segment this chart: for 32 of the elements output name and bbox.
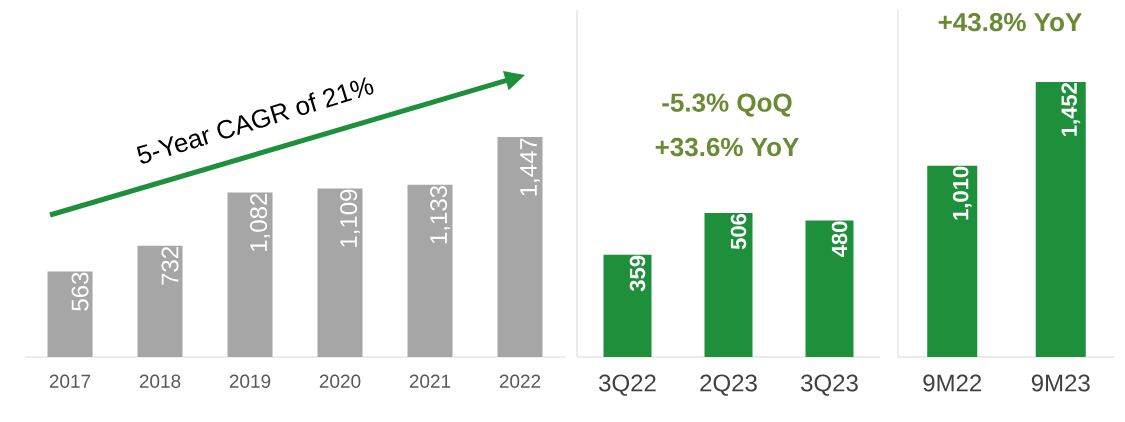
x-tick-label: 2019	[229, 374, 271, 388]
bar	[407, 184, 453, 357]
bar	[317, 188, 363, 357]
bar	[47, 271, 93, 357]
x-tick-label: 2018	[139, 374, 181, 388]
data-label: 506	[730, 213, 747, 250]
data-label: 1,452	[1061, 83, 1081, 136]
x-tick-label: 9M22	[923, 374, 982, 392]
data-label: 732	[161, 247, 179, 285]
x-tick-label: 3Q22	[599, 374, 656, 396]
x-tick-label: 2017	[49, 374, 91, 388]
x-tick-label: 9M23	[1031, 374, 1090, 392]
x-tick-label: 2021	[409, 374, 451, 388]
data-label: 1,133	[430, 185, 450, 244]
bar	[227, 192, 273, 357]
x-tick-label: 2Q23	[700, 374, 757, 396]
text: -5.3% QoQ	[662, 93, 792, 117]
bar	[497, 136, 543, 357]
bar	[137, 245, 183, 357]
data-label: 480	[831, 221, 848, 257]
data-label: 1,109	[340, 189, 360, 247]
data-label: 359	[629, 255, 646, 292]
x-tick-label: 2020	[319, 374, 361, 388]
data-label: 1,082	[250, 193, 270, 251]
text: +43.8% YoY	[938, 12, 1082, 32]
x-tick-label: 3Q23	[801, 374, 858, 396]
data-label: 563	[71, 272, 89, 311]
text: +33.6% YoY	[655, 137, 799, 157]
data-label: 1,010	[952, 166, 972, 220]
data-label: 1,447	[520, 138, 540, 196]
x-tick-label: 2022	[499, 374, 541, 388]
annotation: 5-Year CAGR of 21%	[136, 77, 374, 164]
